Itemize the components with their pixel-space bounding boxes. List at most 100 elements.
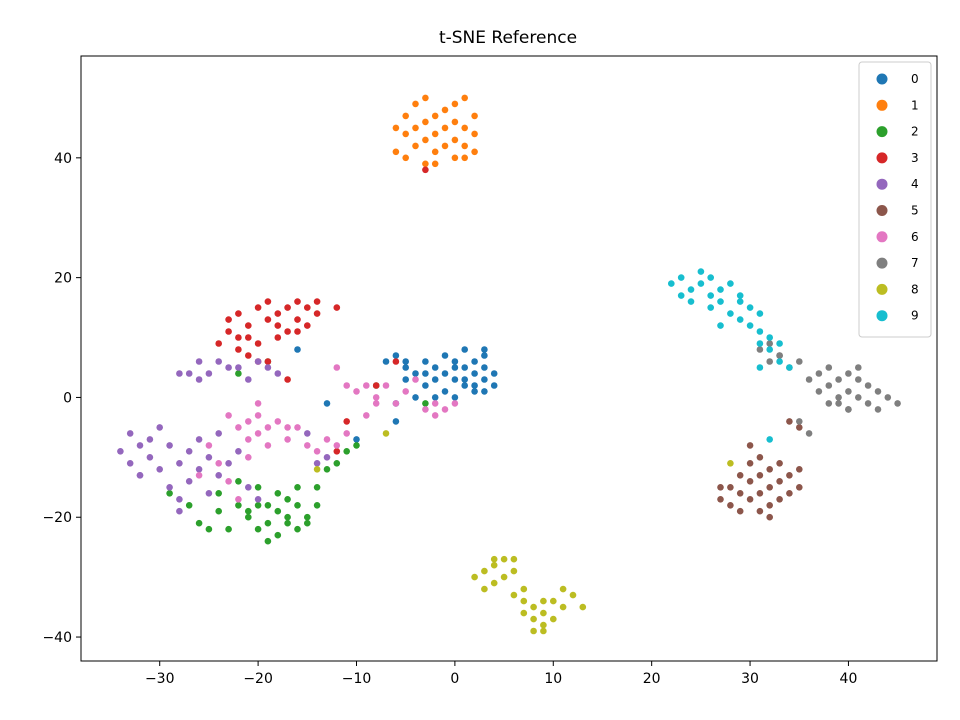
point-4-6 <box>146 454 154 461</box>
point-5-0 <box>727 484 734 491</box>
point-4-0 <box>117 448 124 455</box>
point-2-31 <box>422 400 429 407</box>
point-1-5 <box>412 100 419 108</box>
point-2-19 <box>313 502 321 509</box>
point-2-10 <box>264 537 272 545</box>
point-5-19 <box>796 466 803 473</box>
point-5-20 <box>746 442 754 449</box>
point-1-11 <box>431 112 439 120</box>
point-2-6 <box>235 502 242 509</box>
point-5-1 <box>727 502 734 509</box>
point-2-7 <box>245 513 252 521</box>
point-3-17 <box>304 322 311 329</box>
legend-label: 3 <box>911 151 919 165</box>
point-8-27 <box>510 555 518 563</box>
point-2-20 <box>313 484 321 491</box>
point-3-4 <box>235 310 242 317</box>
point-1-6 <box>422 136 429 144</box>
point-9-14 <box>736 298 744 305</box>
point-6-35 <box>363 382 370 389</box>
point-4-26 <box>195 376 203 383</box>
point-2-34 <box>284 519 291 527</box>
point-2-28 <box>215 490 222 497</box>
point-3-18 <box>304 304 311 311</box>
point-0-33 <box>441 352 449 359</box>
point-3-21 <box>333 304 341 311</box>
point-4-11 <box>176 460 183 467</box>
point-1-1 <box>402 130 410 138</box>
point-0-39 <box>461 376 469 383</box>
point-3-14 <box>284 328 291 335</box>
point-9-23 <box>766 436 773 443</box>
point-1-23 <box>471 130 478 138</box>
point-3-32 <box>274 334 282 341</box>
point-2-3 <box>205 525 213 533</box>
legend-label: 1 <box>911 98 919 112</box>
point-4-12 <box>176 496 183 503</box>
point-3-9 <box>264 316 272 323</box>
point-6-2 <box>245 418 252 425</box>
point-9-3 <box>687 286 695 293</box>
point-2-17 <box>294 502 301 509</box>
x-tick-label: 20 <box>643 671 661 687</box>
point-4-21 <box>225 460 232 467</box>
point-6-22 <box>422 406 429 413</box>
point-6-21 <box>412 376 419 383</box>
legend-item-2: 2 <box>876 125 919 139</box>
point-4-1 <box>126 430 134 437</box>
point-1-27 <box>471 148 478 156</box>
point-1-9 <box>431 148 439 156</box>
point-1-26 <box>461 154 469 162</box>
point-9-19 <box>766 334 773 341</box>
point-0-9 <box>441 370 449 377</box>
point-7-23 <box>805 430 813 437</box>
series-6 <box>195 364 459 503</box>
point-8-17 <box>559 603 567 611</box>
point-5-22 <box>796 424 803 431</box>
point-9-29 <box>756 340 764 347</box>
x-tick-label: 0 <box>450 671 459 687</box>
point-1-18 <box>451 100 459 108</box>
point-6-18 <box>382 382 390 389</box>
point-2-27 <box>274 490 282 497</box>
point-5-24 <box>717 484 724 491</box>
point-6-23 <box>431 412 439 419</box>
point-8-21 <box>530 627 537 635</box>
point-0-2 <box>402 364 410 371</box>
point-5-11 <box>766 466 773 473</box>
point-6-14 <box>333 442 341 449</box>
series-8 <box>313 430 734 635</box>
legend-item-0: 0 <box>876 72 919 86</box>
point-8-1 <box>481 567 488 575</box>
point-9-21 <box>776 340 783 347</box>
point-4-10 <box>166 484 173 491</box>
y-tick-label: −20 <box>42 510 72 526</box>
x-tick-label: −10 <box>342 671 372 687</box>
point-8-12 <box>530 603 537 611</box>
point-7-29 <box>855 364 862 371</box>
point-7-11 <box>835 394 842 401</box>
point-7-18 <box>864 400 872 407</box>
point-8-7 <box>510 567 518 575</box>
point-6-5 <box>254 430 262 437</box>
point-9-26 <box>707 274 714 281</box>
point-9-6 <box>697 268 705 275</box>
point-0-24 <box>490 370 498 377</box>
point-5-8 <box>756 472 764 479</box>
point-7-30 <box>835 400 842 407</box>
legend-marker <box>876 257 888 269</box>
point-4-14 <box>185 478 193 485</box>
point-6-8 <box>264 442 272 449</box>
point-9-9 <box>717 286 724 293</box>
point-4-30 <box>225 364 232 371</box>
point-2-16 <box>294 525 301 533</box>
point-1-16 <box>451 136 459 144</box>
point-4-23 <box>245 484 252 491</box>
legend-label: 2 <box>911 125 919 139</box>
point-8-26 <box>727 460 734 467</box>
point-5-7 <box>756 490 764 497</box>
point-9-28 <box>736 292 744 299</box>
point-0-28 <box>392 418 400 425</box>
point-5-13 <box>776 478 783 485</box>
